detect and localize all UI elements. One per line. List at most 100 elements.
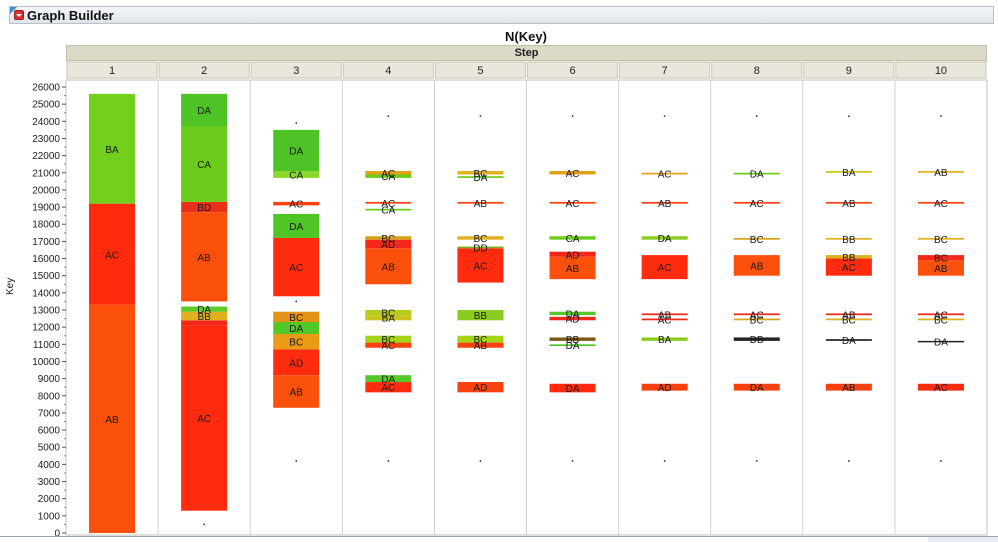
- segment-label: AC: [658, 170, 672, 181]
- chart-title: N(Key): [505, 29, 547, 44]
- empty-level-dot: [479, 115, 482, 118]
- bar-segment: [181, 212, 228, 302]
- segment-label: BC: [381, 309, 395, 320]
- bar-segment: [549, 337, 596, 341]
- bar-segment: [733, 201, 780, 204]
- bar-segment: [549, 236, 596, 240]
- panel-header-label: 10: [935, 65, 947, 77]
- bar-segment: [365, 171, 412, 175]
- segment-label: AD: [658, 383, 672, 394]
- bar-segment: [917, 340, 964, 343]
- bar-segment: [181, 126, 228, 202]
- empty-level-dot: [847, 460, 850, 462]
- empty-level-dot: [755, 115, 758, 118]
- segment-label: BC: [934, 315, 948, 326]
- empty-level-dot: [295, 122, 298, 124]
- bar-segment: [641, 383, 688, 391]
- red-triangle-menu-icon[interactable]: [14, 10, 24, 20]
- bar-segment: [641, 318, 688, 321]
- segment-label: AB: [290, 387, 304, 398]
- bar-segment: [733, 383, 780, 391]
- y-tick-label: 0: [54, 529, 60, 540]
- segment-label: BA: [382, 314, 396, 325]
- bar-segment: [457, 342, 504, 348]
- segment-label: BB: [842, 253, 856, 264]
- empty-level-dot: [755, 460, 758, 462]
- bar-segment: [641, 236, 688, 240]
- segment-label: AC: [750, 310, 764, 321]
- segment-label: AC: [197, 414, 211, 425]
- segment-label: BC: [473, 234, 487, 245]
- segment-label: AC: [289, 200, 303, 211]
- y-tick-label: 8000: [38, 391, 61, 402]
- segment-label: AB: [474, 341, 488, 352]
- bar-segment: [365, 375, 412, 383]
- panel-header-label: 3: [293, 65, 299, 77]
- segment-label: CA: [197, 160, 211, 171]
- segment-label: AD: [473, 383, 487, 394]
- bar-segment: [181, 320, 228, 326]
- graph-builder-title-bar: Graph Builder: [9, 6, 994, 24]
- segment-label: BB: [474, 311, 488, 322]
- segment-label: AC: [658, 315, 672, 326]
- panel-header: [434, 61, 526, 79]
- panel-header: [158, 61, 250, 79]
- segment-label: BB: [197, 312, 211, 323]
- bar-segment: [641, 337, 688, 341]
- panel-header: [711, 61, 803, 79]
- y-tick-label: 22000: [32, 151, 60, 162]
- segment-label: CA: [381, 172, 395, 183]
- segment-label: CA: [381, 206, 395, 217]
- segment-label: BA: [842, 168, 856, 179]
- bar-segment: [273, 322, 320, 335]
- y-tick-label: 24000: [32, 117, 60, 128]
- segment-label: DA: [289, 324, 303, 335]
- bar-segment: [549, 311, 596, 316]
- segment-label: BC: [934, 235, 948, 246]
- bar-segment: [365, 208, 412, 211]
- y-tick-label: 12000: [32, 323, 60, 334]
- bar-segment: [917, 260, 964, 276]
- panel-header: [803, 61, 895, 79]
- panel-header-label: 2: [201, 65, 207, 77]
- bar-segment: [733, 172, 780, 175]
- status-strip: [928, 537, 998, 542]
- bar-segment: [365, 315, 412, 321]
- disclosure-icon[interactable]: [10, 7, 17, 14]
- segment-label: DA: [289, 222, 303, 233]
- segment-label: BB: [566, 335, 580, 346]
- bar-segment: [733, 337, 780, 341]
- app-title: Graph Builder: [27, 8, 114, 23]
- segment-label: AC: [566, 169, 580, 180]
- bar-segment: [89, 93, 136, 204]
- empty-level-dot: [295, 460, 298, 462]
- segment-label: BC: [750, 235, 764, 246]
- y-tick-label: 16000: [32, 254, 60, 265]
- segment-label: DA: [658, 234, 672, 245]
- segment-label: BA: [105, 145, 119, 156]
- panel-header-label: 1: [109, 65, 115, 77]
- panel-header: [895, 61, 987, 79]
- y-tick-label: 7000: [38, 408, 61, 419]
- bar-segment: [825, 201, 872, 204]
- bar-segment: [181, 201, 228, 213]
- bar-segment: [917, 255, 964, 261]
- y-tick-label: 1000: [38, 511, 61, 522]
- bar-segment: [917, 237, 964, 240]
- panel-header: [527, 61, 619, 79]
- segment-label: DA: [473, 173, 487, 184]
- segment-label: AC: [566, 199, 580, 210]
- bar-segment: [273, 171, 320, 178]
- segment-label: DA: [842, 336, 856, 347]
- segment-label: AC: [934, 310, 948, 321]
- segment-label: BD: [197, 203, 211, 214]
- bar-segment: [549, 201, 596, 204]
- y-tick-label: 18000: [32, 220, 60, 231]
- y-tick-label: 15000: [32, 271, 60, 282]
- bar-segment: [457, 246, 504, 249]
- bar-segment: [273, 129, 320, 172]
- bar-segment: [365, 248, 412, 285]
- bar-segment: [457, 201, 504, 204]
- bar-segment: [549, 316, 596, 321]
- segment-label: AC: [381, 199, 395, 210]
